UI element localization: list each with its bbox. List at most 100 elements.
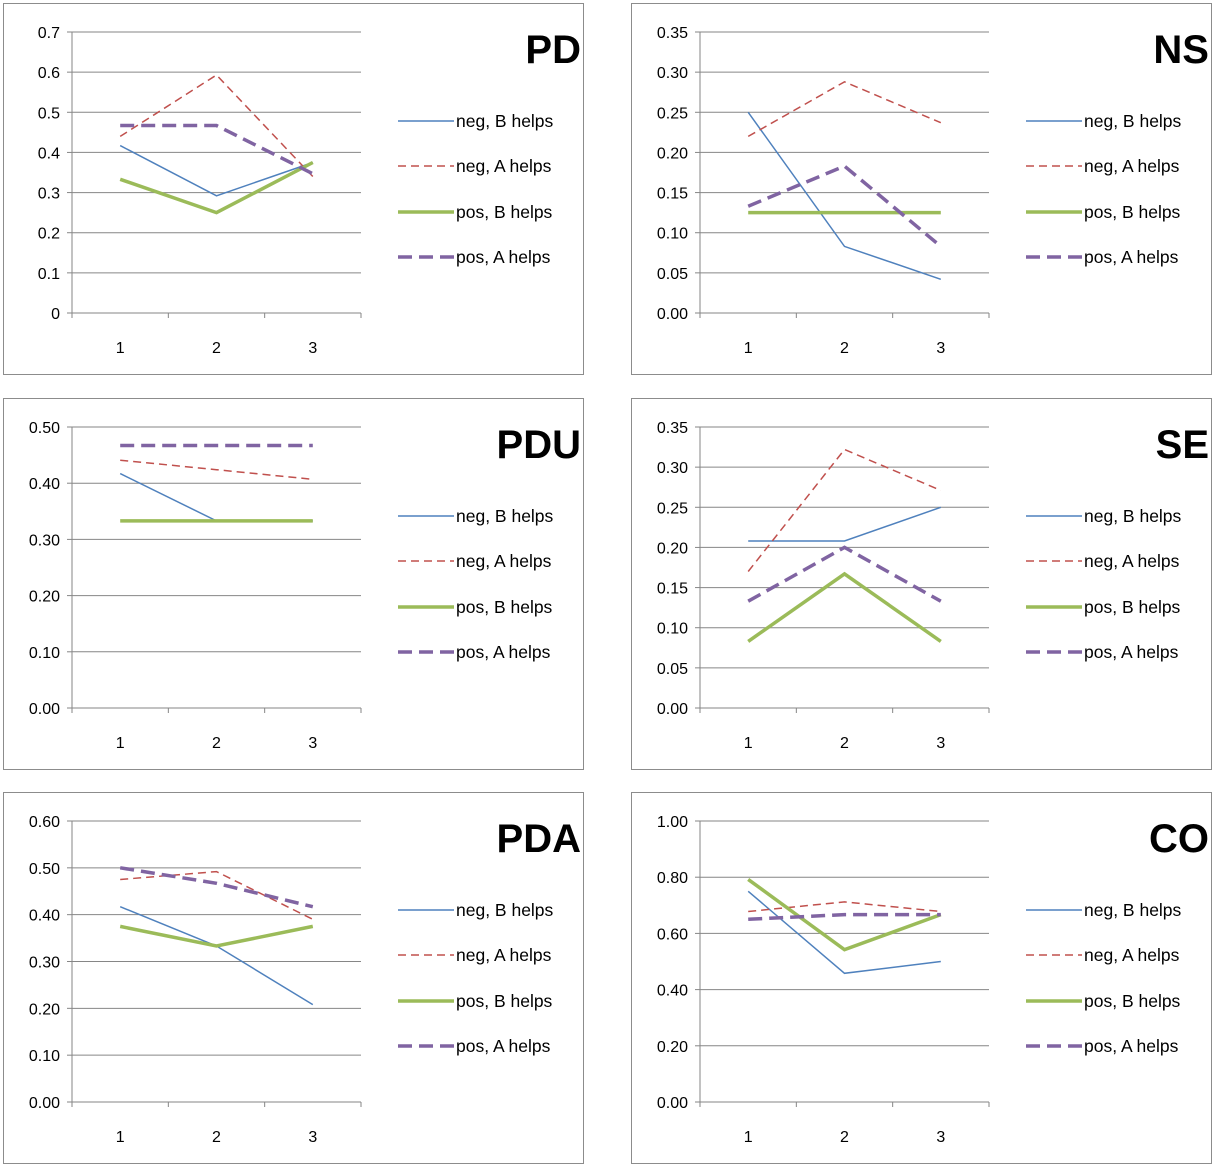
chart-panel-pd: 0 0.1 0.2 0.3 0.4 0.5 0.6 0.7 1 2 3 PD neg, B helps n…	[3, 3, 584, 375]
series-line-2	[748, 901, 941, 913]
series-line-1	[119, 472, 313, 522]
x-tick-label: 3	[308, 735, 317, 752]
x-tick-label: 3	[308, 340, 317, 357]
line-chart: 0.00 0.05 0.10 0.15 0.20 0.25 0.30 0.35 1 2 3 SE neg…	[657, 420, 1209, 752]
x-tick-label: 1	[744, 340, 753, 357]
line-chart: 0.00 0.05 0.10 0.15 0.20 0.25 0.30 0.35 1 2 3 NS neg…	[657, 25, 1209, 357]
y-tick-label: 0.10	[29, 1048, 60, 1065]
y-tick-label: 0.1	[38, 266, 60, 283]
legend-label: pos, A helps	[1084, 642, 1179, 662]
legend-label: pos, B helps	[1084, 597, 1181, 617]
y-tick-label: 0.2	[38, 226, 60, 243]
y-tick-label: 0.05	[657, 661, 688, 678]
y-tick-label: 0.35	[657, 420, 688, 437]
series-line-1	[119, 906, 314, 1006]
chart-panel-pdu: 0.00 0.10 0.20 0.30 0.40 0.50 1 2 3 PDU neg, B hel…	[3, 398, 584, 770]
y-tick-label: 0.25	[657, 500, 688, 517]
legend-label: neg, B helps	[456, 506, 554, 526]
x-tick-label: 1	[744, 735, 753, 752]
legend-label: neg, A helps	[1084, 945, 1180, 965]
y-tick-label: 0.60	[29, 814, 60, 831]
y-tick-label: 0.20	[657, 540, 688, 557]
legend-label: neg, B helps	[1084, 900, 1182, 920]
legend-label: pos, A helps	[1084, 247, 1179, 267]
x-tick-label: 3	[936, 735, 945, 752]
y-tick-label: 0.40	[29, 908, 60, 925]
y-tick-label: 0.00	[657, 306, 688, 323]
legend-label: neg, A helps	[456, 945, 552, 965]
series-line-1	[119, 144, 314, 197]
y-tick-label: 0.30	[657, 460, 688, 477]
series-line-4	[747, 545, 942, 603]
x-tick-label: 2	[212, 735, 221, 752]
y-tick-label: 0	[51, 306, 60, 323]
y-tick-label: 0.20	[29, 589, 60, 606]
legend-label: neg, A helps	[1084, 551, 1180, 571]
series-line-4	[120, 123, 314, 176]
series-line-3	[119, 924, 314, 948]
y-tick-label: 0.35	[657, 25, 688, 42]
y-tick-label: 0.20	[657, 145, 688, 162]
y-tick-label: 0.10	[657, 226, 688, 243]
y-tick-label: 0.30	[657, 65, 688, 82]
x-tick-label: 2	[212, 1129, 221, 1146]
x-tick-label: 2	[212, 340, 221, 357]
x-tick-label: 3	[936, 340, 945, 357]
legend-label: neg, B helps	[456, 111, 554, 131]
legend-label: pos, B helps	[456, 202, 553, 222]
chart-title: PD	[525, 28, 581, 72]
legend-label: pos, A helps	[456, 642, 551, 662]
y-tick-label: 0.20	[29, 1001, 60, 1018]
y-tick-label: 0.00	[29, 1095, 60, 1112]
chart-title: SE	[1156, 423, 1209, 467]
line-chart: 0.00 0.10 0.20 0.30 0.40 0.50 1 2 3 PDU neg, B hel…	[29, 420, 581, 752]
x-tick-label: 2	[840, 340, 849, 357]
x-tick-label: 1	[116, 735, 125, 752]
y-tick-label: 0.25	[657, 105, 688, 122]
y-tick-label: 0.40	[657, 983, 688, 1000]
y-tick-label: 0.5	[38, 105, 60, 122]
x-tick-label: 2	[840, 735, 849, 752]
x-tick-label: 1	[744, 1129, 753, 1146]
y-tick-label: 0.00	[657, 701, 688, 718]
y-tick-label: 0.40	[29, 476, 60, 493]
series-line-1	[747, 890, 941, 975]
series-line-3	[747, 571, 942, 643]
chart-title: CO	[1149, 817, 1209, 861]
series-line-2	[120, 870, 314, 920]
line-chart: 0.00 0.10 0.20 0.30 0.40 0.50 0.60 1 2 3 PDA neg, B…	[29, 814, 581, 1146]
series-line-3	[119, 160, 314, 215]
series-line-2	[120, 459, 313, 481]
series-line-1	[748, 506, 942, 542]
y-tick-label: 0.10	[29, 645, 60, 662]
chart-title: NS	[1153, 28, 1209, 72]
y-tick-label: 0.20	[657, 1039, 688, 1056]
y-tick-label: 0.60	[657, 926, 688, 943]
y-tick-label: 0.7	[38, 25, 60, 42]
y-tick-label: 0.15	[657, 581, 688, 598]
y-tick-label: 1.00	[657, 814, 688, 831]
x-tick-label: 3	[308, 1129, 317, 1146]
series-line-4	[119, 866, 314, 909]
y-tick-label: 0.10	[657, 621, 688, 638]
y-tick-label: 0.05	[657, 266, 688, 283]
series-line-2	[747, 80, 942, 138]
y-tick-label: 0.4	[38, 145, 60, 162]
legend-label: neg, A helps	[456, 156, 552, 176]
legend-label: neg, A helps	[1084, 156, 1180, 176]
x-tick-label: 1	[116, 340, 125, 357]
x-tick-label: 2	[840, 1129, 849, 1146]
y-tick-label: 0.50	[29, 861, 60, 878]
legend-label: pos, B helps	[456, 597, 553, 617]
legend-label: neg, A helps	[456, 551, 552, 571]
y-tick-label: 0.6	[38, 65, 60, 82]
legend-label: pos, A helps	[456, 1036, 551, 1056]
chart-panel-co: 0.00 0.20 0.40 0.60 0.80 1.00 1 2 3 CO neg, B help…	[631, 792, 1212, 1164]
y-tick-label: 0.00	[657, 1095, 688, 1112]
y-tick-label: 0.30	[29, 955, 60, 972]
y-tick-label: 0.00	[29, 701, 60, 718]
y-tick-label: 0.50	[29, 420, 60, 437]
line-chart: 0.00 0.20 0.40 0.60 0.80 1.00 1 2 3 CO neg, B help…	[657, 814, 1209, 1146]
legend-label: pos, B helps	[456, 991, 553, 1011]
series-line-2	[747, 448, 942, 572]
